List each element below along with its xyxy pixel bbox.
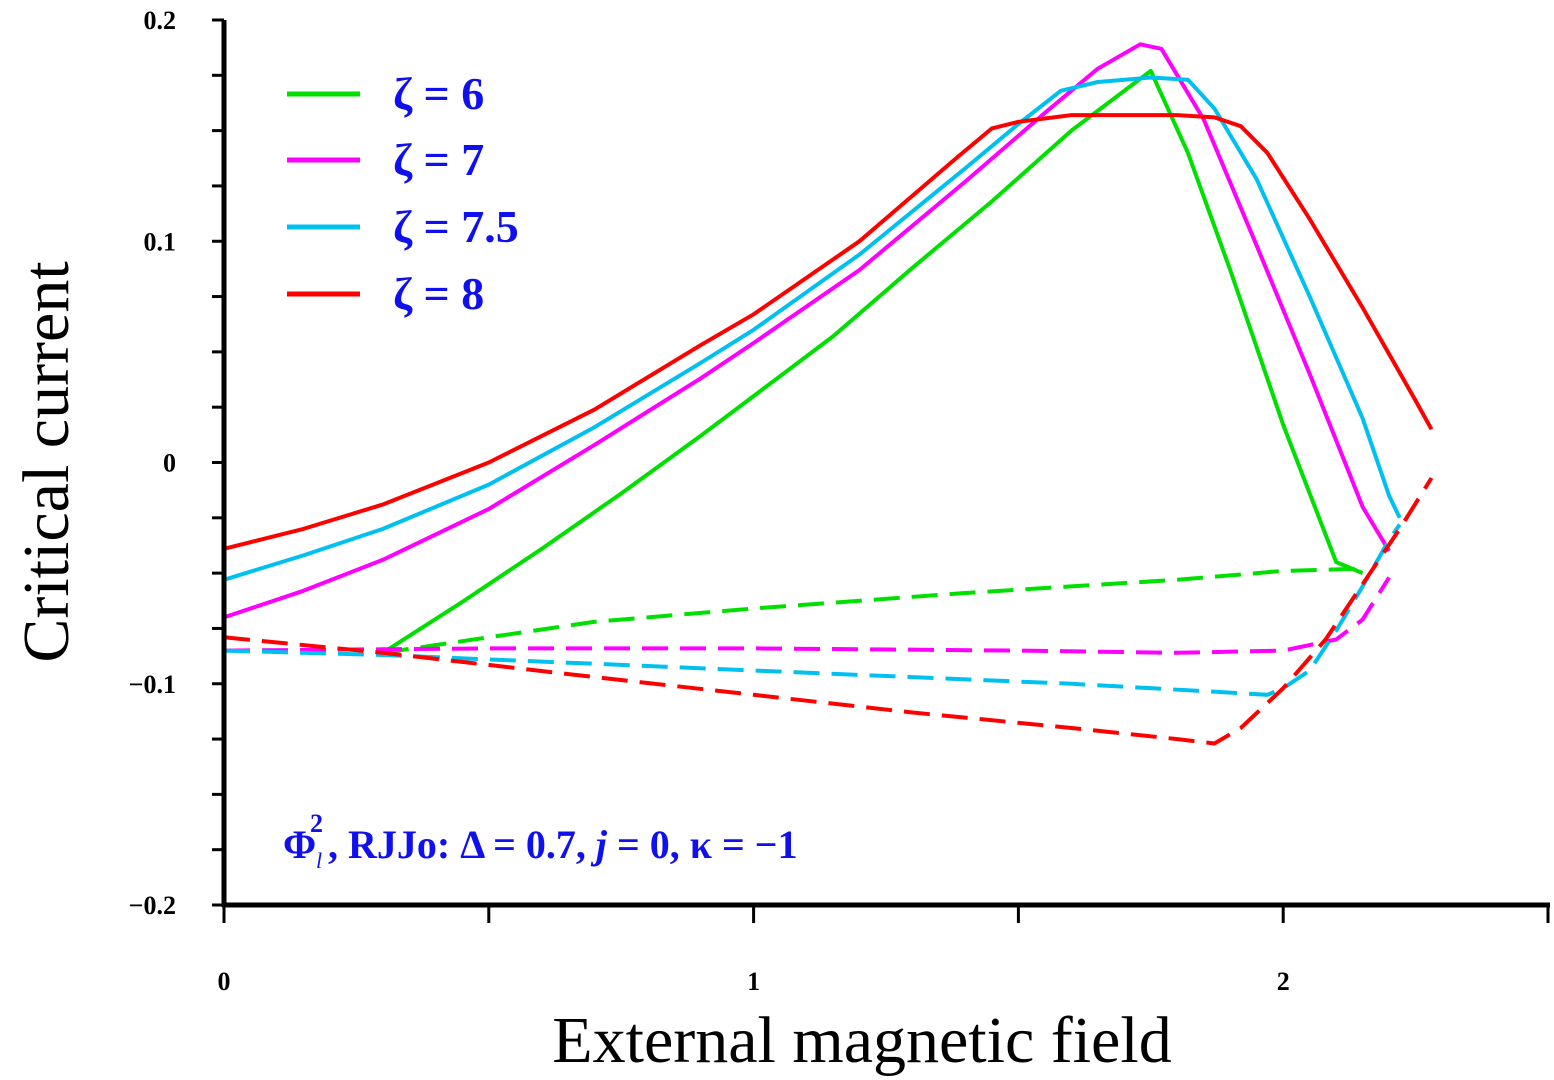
series-line-solid xyxy=(223,75,1402,582)
y-tick-label: 0.2 xyxy=(144,6,177,35)
axes xyxy=(221,20,1550,908)
tick-labels: −0.2 −0.1 0 0.1 0.2 0 1 2 xyxy=(129,6,1290,996)
svg-text:, RJJo: Δ = 0.7, j = 0, κ = −1: , RJJo: Δ = 0.7, j = 0, κ = −1 xyxy=(328,822,798,867)
legend-label: ζ = 6 xyxy=(393,68,484,119)
annotation-phi: Φ xyxy=(283,822,316,867)
y-tick-label: −0.2 xyxy=(129,891,176,920)
series-line-dashed xyxy=(223,476,1434,746)
legend-label: ζ = 7.5 xyxy=(393,201,519,252)
svg-text:Φ: Φ xyxy=(283,822,316,867)
svg-text:l: l xyxy=(316,848,322,873)
series-line-dashed xyxy=(223,523,1402,697)
svg-text:2: 2 xyxy=(310,809,323,838)
x-tick-label: 0 xyxy=(218,967,231,996)
x-tick-label: 2 xyxy=(1277,967,1290,996)
legend-label: ζ = 8 xyxy=(393,268,484,319)
series-line-solid xyxy=(223,113,1434,551)
series-line-solid xyxy=(381,68,1364,655)
x-tick-label: 1 xyxy=(747,967,760,996)
annotation-rest: , RJJo: Δ = 0.7, xyxy=(328,822,596,867)
series-layer xyxy=(223,42,1434,746)
y-tick-label: −0.1 xyxy=(129,670,176,699)
series-line-solid xyxy=(223,42,1391,620)
annotation: Φ 2 l , RJJo: Δ = 0.7, j = 0, κ = −1 xyxy=(283,809,798,873)
y-axis-title: Critical current xyxy=(10,261,83,662)
series-line-dashed xyxy=(382,566,1363,655)
annotation-sub: l xyxy=(316,848,322,873)
annotation-sup: 2 xyxy=(310,809,323,838)
series-line-dashed xyxy=(223,576,1391,655)
legend-label: ζ = 7 xyxy=(393,134,484,185)
x-axis-title: External magnetic field xyxy=(552,1004,1171,1077)
y-tick-label: 0.1 xyxy=(144,227,177,256)
annotation-rest2: = 0, κ = −1 xyxy=(607,822,798,867)
legend: ζ = 6 ζ = 7 ζ = 7.5 ζ = 8 xyxy=(287,68,519,319)
y-tick-label: 0 xyxy=(163,449,176,478)
